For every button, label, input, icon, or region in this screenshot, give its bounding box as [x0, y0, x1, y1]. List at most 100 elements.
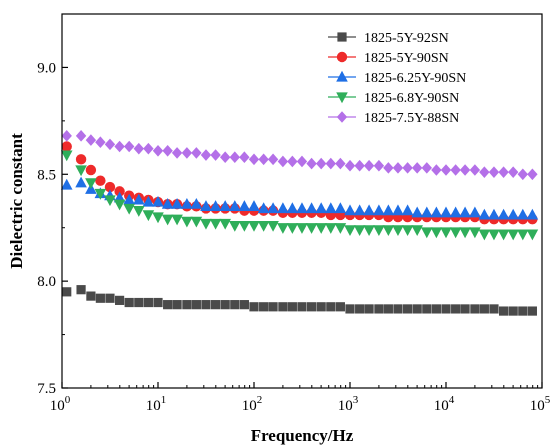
data-point: [334, 202, 347, 214]
data-point: [152, 195, 164, 207]
data-point: [325, 223, 337, 234]
data-point: [133, 142, 145, 155]
data-point: [210, 149, 221, 161]
data-point: [450, 164, 461, 176]
x-tick-label: 103: [338, 394, 359, 414]
data-point: [344, 159, 356, 172]
data-point: [75, 154, 87, 165]
data-point: [210, 300, 221, 310]
legend-entry: 1825-5Y-92SN: [328, 31, 449, 46]
data-point: [411, 206, 423, 218]
data-point: [62, 287, 72, 297]
data-point: [104, 181, 116, 193]
data-point: [181, 147, 193, 159]
data-point: [526, 229, 539, 241]
legend-marker: [337, 32, 347, 42]
data-point: [75, 130, 87, 142]
data-point: [286, 202, 299, 214]
data-point: [60, 150, 73, 162]
data-point: [498, 306, 509, 316]
data-point: [440, 206, 452, 218]
data-point: [239, 151, 250, 163]
x-tick-label: 102: [242, 394, 263, 414]
data-point: [527, 306, 537, 316]
legend: 1825-5Y-92SN 1825-5Y-90SN 1825-6.25Y-90SN 1…: [328, 31, 466, 126]
data-point: [305, 223, 318, 234]
plot-frame: [61, 13, 543, 389]
data-point: [306, 157, 317, 170]
data-point: [249, 302, 259, 312]
data-point: [401, 204, 414, 216]
data-point: [508, 306, 518, 316]
data-point: [229, 220, 241, 232]
data-point: [61, 141, 72, 152]
data-point: [75, 165, 87, 177]
y-axis-title: Dielectric constant: [7, 133, 26, 269]
data-point: [114, 186, 125, 197]
data-point: [113, 199, 126, 211]
data-point: [392, 162, 404, 174]
legend-marker: [336, 92, 348, 104]
data-point: [383, 304, 393, 314]
data-point: [259, 302, 269, 312]
legend-label: 1825-5Y-92SN: [364, 31, 449, 46]
data-point: [374, 304, 384, 314]
data-point: [248, 220, 260, 232]
data-point: [267, 220, 279, 232]
data-point: [296, 223, 308, 234]
data-point: [363, 159, 375, 172]
legend-marker: [336, 51, 348, 63]
data-point: [133, 193, 145, 205]
data-point: [517, 168, 529, 181]
data-point: [85, 164, 97, 176]
data-point: [440, 164, 452, 176]
data-point: [239, 300, 249, 310]
data-point: [306, 302, 317, 312]
data-point: [335, 302, 345, 312]
data-point: [421, 227, 433, 239]
data-point: [60, 178, 73, 190]
data-point: [94, 188, 107, 200]
data-point: [229, 151, 241, 163]
data-point: [142, 210, 155, 222]
data-point: [305, 202, 318, 214]
data-point: [181, 198, 193, 209]
data-point: [316, 302, 326, 312]
legend-label: 1825-6.8Y-90SN: [364, 91, 459, 106]
data-point: [229, 200, 241, 211]
legend-marker: [336, 111, 348, 123]
series-5: [61, 130, 538, 181]
data-point: [478, 229, 491, 241]
data-point: [142, 195, 155, 207]
data-point: [153, 297, 163, 308]
data-point: [431, 304, 441, 314]
data-point: [393, 304, 403, 314]
data-point: [171, 198, 183, 209]
data-point: [114, 140, 125, 153]
data-point: [498, 166, 509, 178]
data-point: [411, 162, 423, 174]
data-point: [220, 300, 230, 310]
data-point: [449, 206, 462, 218]
data-point: [325, 157, 337, 170]
data-point: [143, 142, 154, 155]
data-point: [449, 227, 462, 239]
legend-label: 1825-7.5Y-88SN: [364, 111, 459, 126]
data-point: [527, 168, 538, 181]
data-point: [209, 218, 222, 230]
data-point: [364, 304, 374, 314]
data-point: [497, 208, 510, 220]
data-point: [287, 302, 297, 312]
data-point: [469, 206, 481, 218]
data-point: [421, 162, 433, 174]
data-point: [134, 297, 144, 308]
data-point: [382, 204, 395, 216]
data-point: [383, 162, 394, 174]
data-point: [353, 225, 366, 237]
data-point: [76, 285, 86, 295]
data-point: [85, 134, 97, 146]
data-point: [440, 227, 452, 239]
axis-ticks: 100 101 102 103 104 105 7.5 8.0 8.5 9.0: [37, 60, 550, 414]
data-point: [201, 300, 211, 310]
